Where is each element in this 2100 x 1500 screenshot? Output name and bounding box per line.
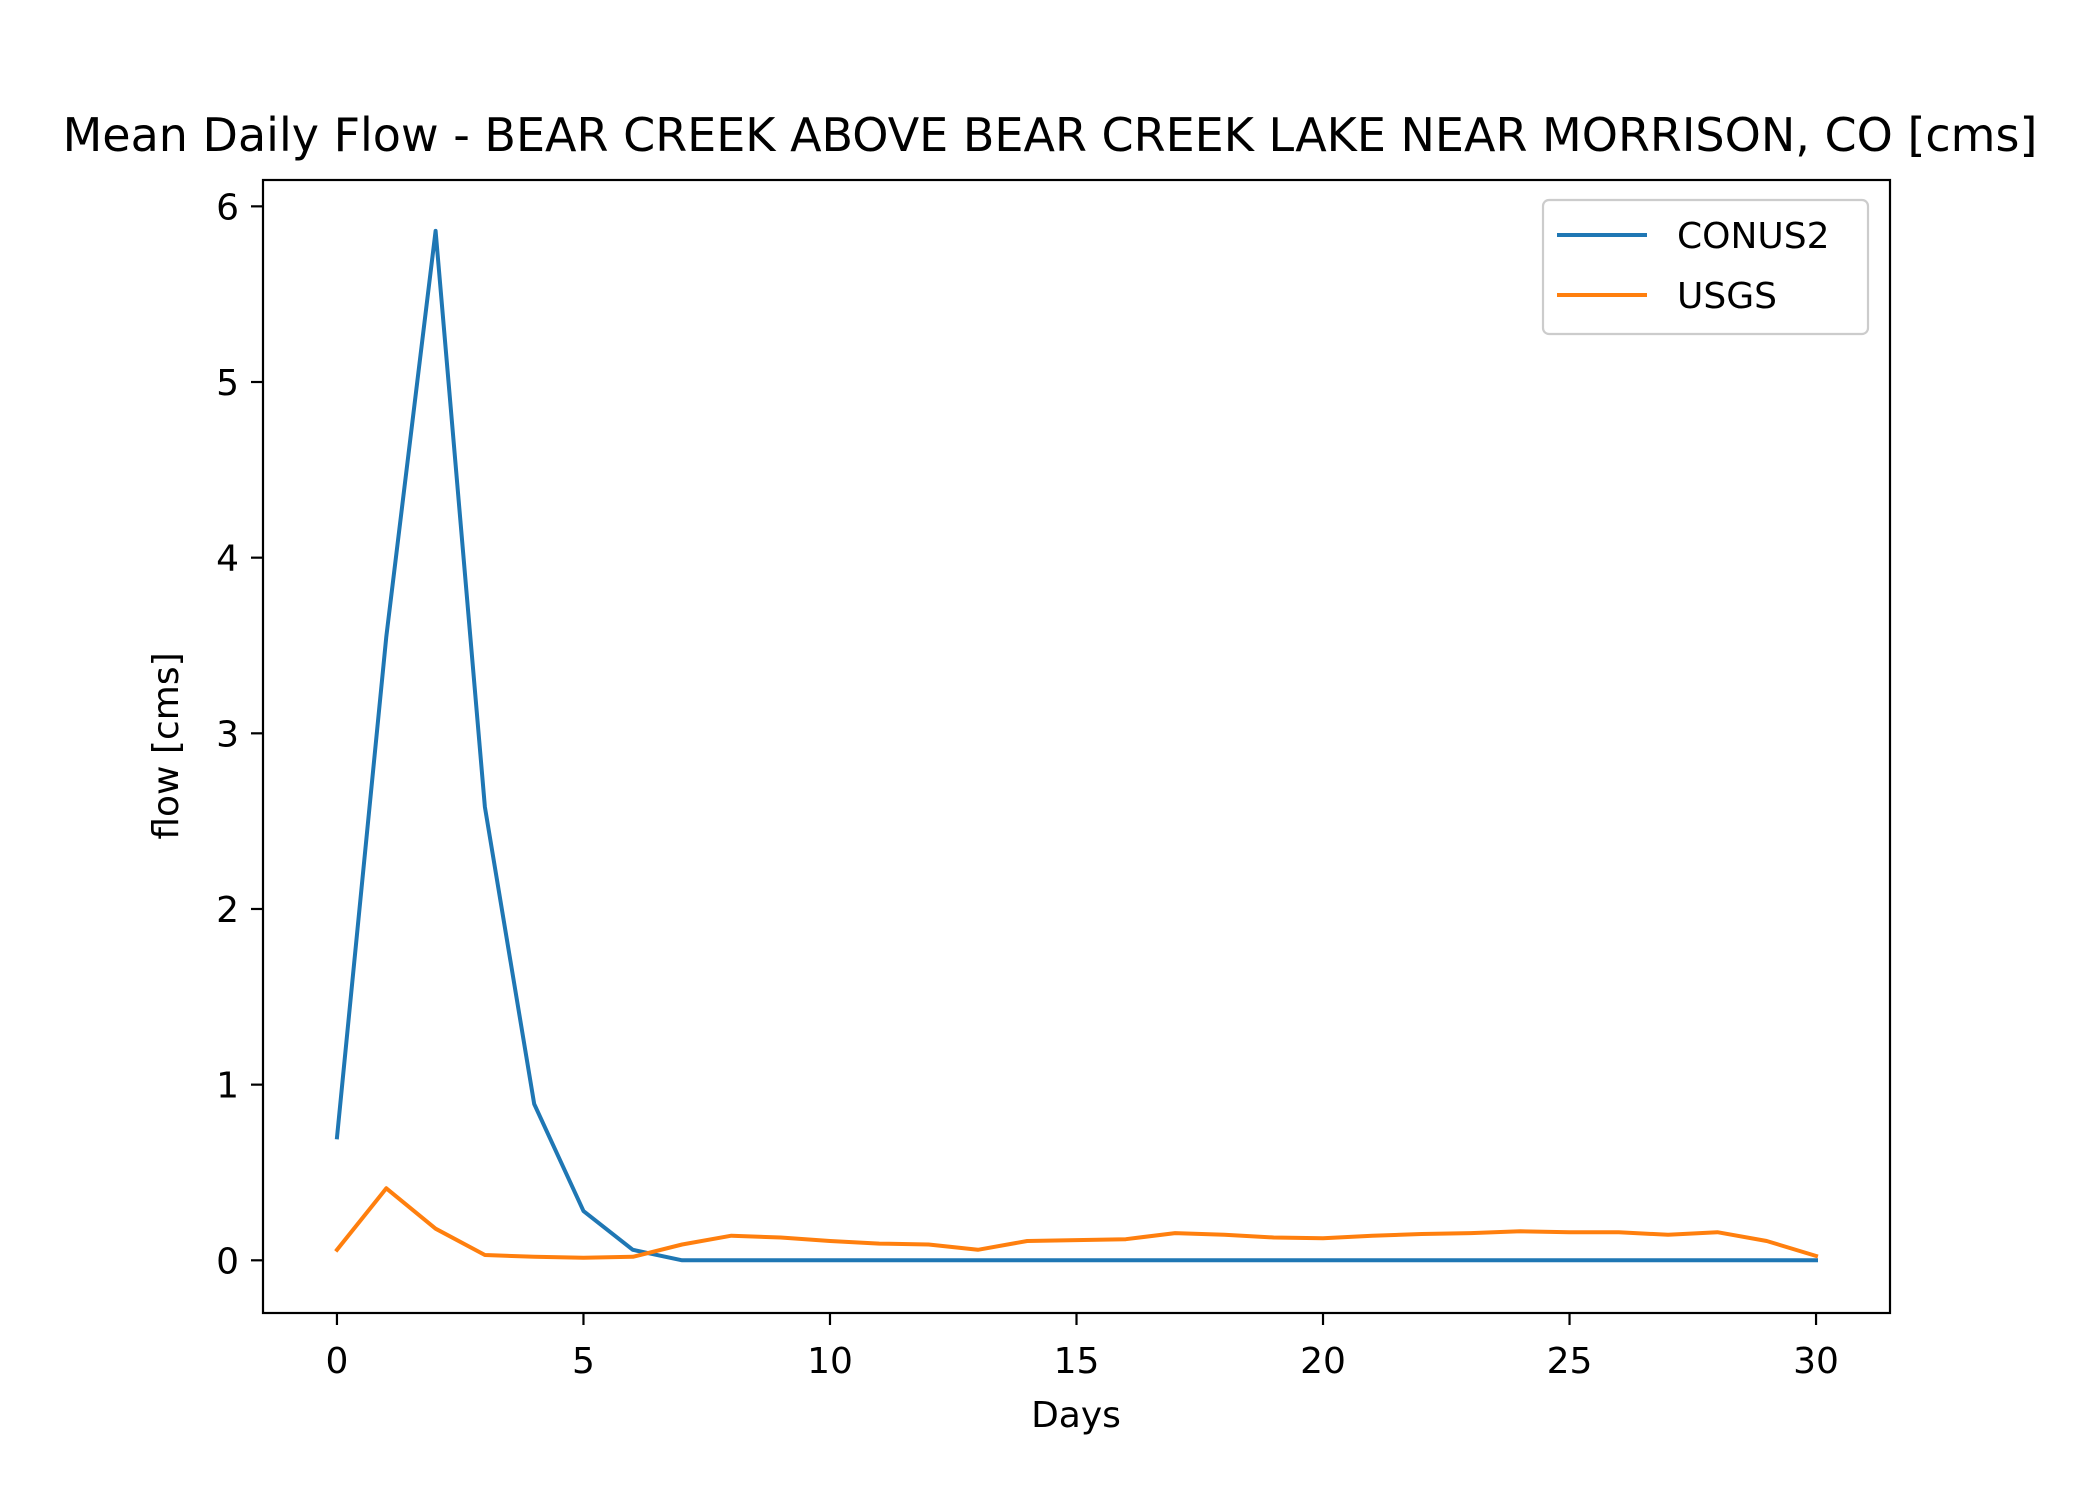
series-line-conus2 <box>334 228 1818 1263</box>
x-tick-label: 25 <box>1547 1341 1593 1382</box>
chart-title: Mean Daily Flow - BEAR CREEK ABOVE BEAR … <box>63 108 2038 162</box>
plot-area <box>261 178 1892 1315</box>
x-tick-label: 15 <box>1054 1341 1100 1382</box>
y-axis: 0 1 2 3 4 5 6 <box>216 187 263 1282</box>
x-axis: 0 5 10 15 20 25 30 <box>326 1313 1839 1382</box>
series-layer <box>334 228 1819 1263</box>
y-tick-label: 5 <box>216 363 239 404</box>
legend-label-conus2: CONUS2 <box>1677 216 1830 257</box>
y-tick-label: 2 <box>216 890 239 931</box>
y-tick-label: 6 <box>216 187 239 228</box>
legend: CONUS2 USGS <box>1541 198 1870 336</box>
x-tick-label: 0 <box>326 1341 349 1382</box>
x-axis-label: Days <box>1031 1395 1121 1436</box>
series-line-usgs <box>334 1186 1819 1260</box>
x-tick-label: 5 <box>572 1341 595 1382</box>
legend-label-usgs: USGS <box>1677 276 1777 317</box>
x-tick-label: 20 <box>1300 1341 1346 1382</box>
x-tick-label: 10 <box>807 1341 853 1382</box>
y-axis-label: flow [cms] <box>146 652 187 839</box>
y-tick-label: 0 <box>216 1241 239 1282</box>
y-tick-label: 1 <box>216 1066 239 1107</box>
y-tick-label: 3 <box>216 714 239 755</box>
x-tick-label: 30 <box>1793 1341 1839 1382</box>
y-tick-label: 4 <box>216 539 239 580</box>
